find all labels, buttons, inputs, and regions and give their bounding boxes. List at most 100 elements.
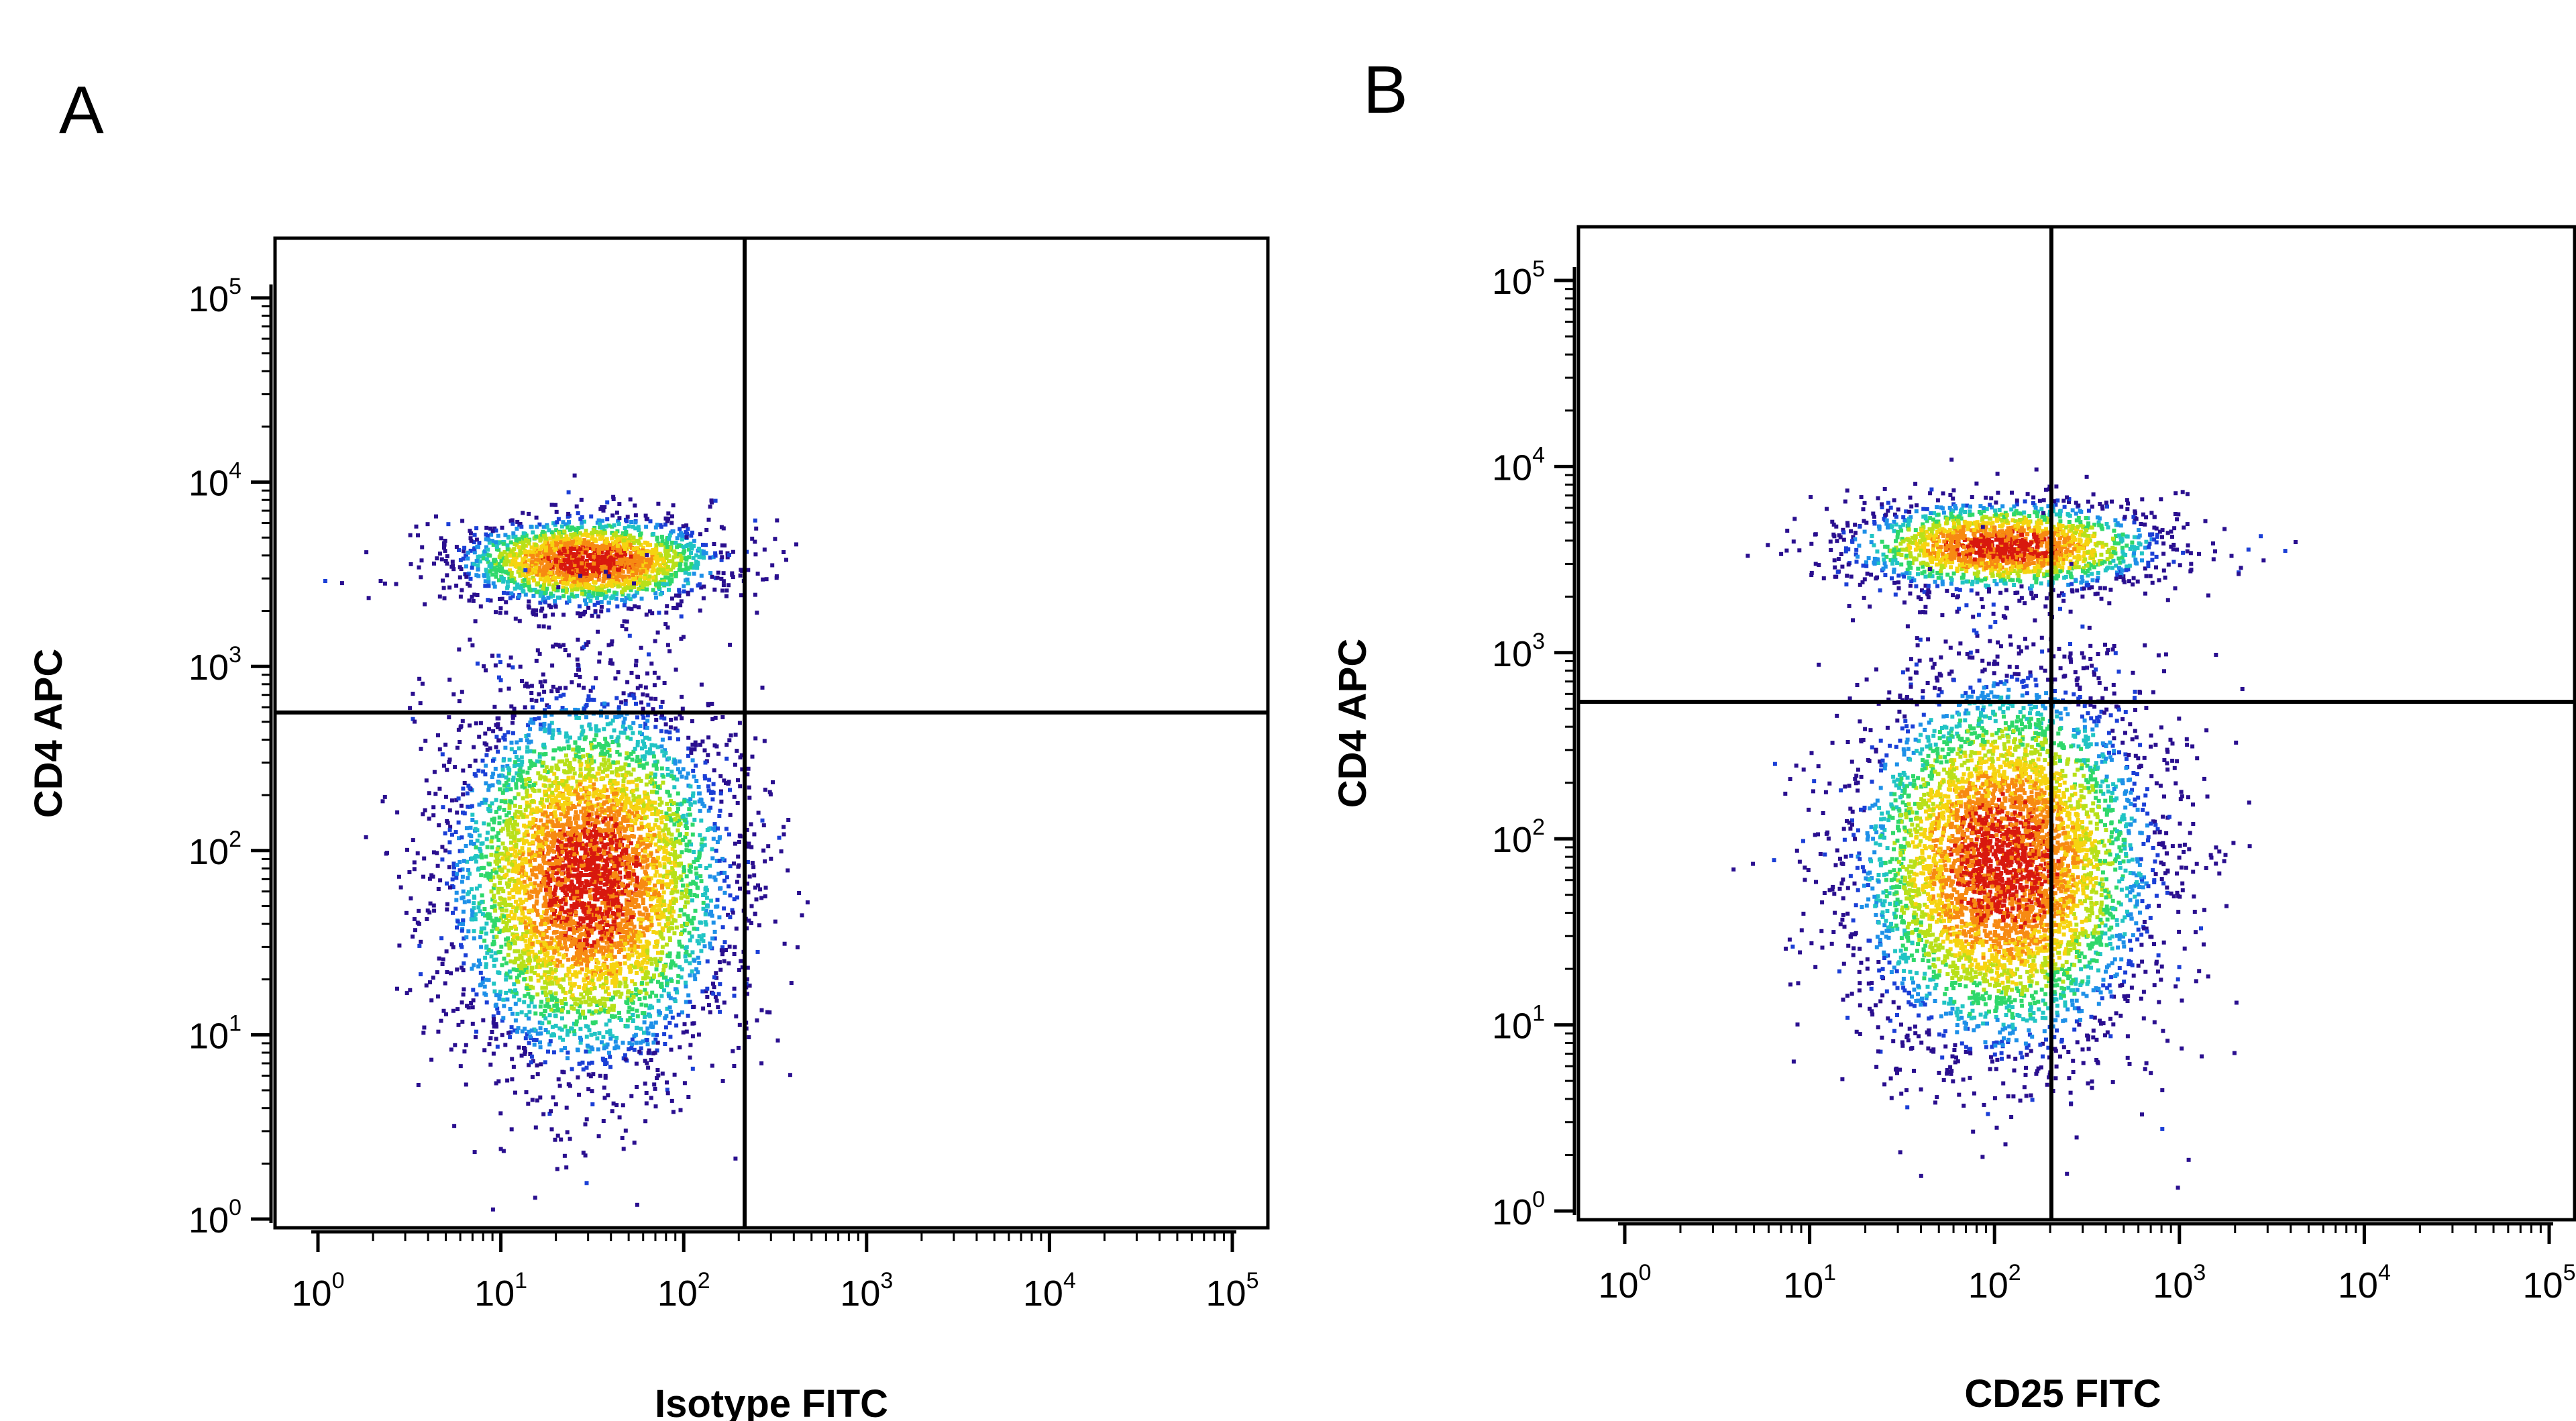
data-point xyxy=(420,545,425,549)
data-point xyxy=(497,865,502,870)
data-point xyxy=(668,965,673,970)
data-point xyxy=(606,765,611,769)
data-point xyxy=(608,556,613,561)
data-point xyxy=(584,1065,589,1070)
data-point xyxy=(522,578,527,582)
data-point xyxy=(659,903,663,908)
data-point xyxy=(674,925,679,930)
data-point xyxy=(528,939,532,944)
data-point xyxy=(753,736,758,741)
data-point xyxy=(466,556,470,561)
data-point xyxy=(602,574,606,578)
data-point xyxy=(529,811,533,816)
data-point xyxy=(632,861,636,866)
data-point xyxy=(641,901,645,905)
data-point xyxy=(468,841,473,846)
data-point xyxy=(530,785,535,790)
data-point xyxy=(460,588,464,592)
data-point xyxy=(551,732,555,737)
data-point xyxy=(515,866,519,871)
data-point xyxy=(539,584,543,589)
data-point xyxy=(629,520,634,524)
data-point xyxy=(427,817,431,821)
data-point xyxy=(590,774,594,778)
data-point xyxy=(584,564,588,569)
data-point xyxy=(534,658,539,663)
data-point xyxy=(535,992,540,997)
data-point xyxy=(614,511,619,515)
data-point xyxy=(543,578,547,582)
data-point xyxy=(529,1000,534,1004)
data-point xyxy=(690,921,694,926)
data-point xyxy=(543,993,548,997)
data-point xyxy=(527,766,532,771)
data-point xyxy=(652,973,656,978)
data-point xyxy=(652,790,657,794)
data-point xyxy=(610,513,615,518)
data-point xyxy=(651,930,656,935)
data-point xyxy=(655,1041,660,1045)
data-point xyxy=(543,841,548,845)
data-point xyxy=(728,788,732,792)
data-point xyxy=(540,607,545,611)
data-point xyxy=(447,678,452,682)
data-point xyxy=(557,911,562,916)
data-point xyxy=(562,1153,567,1158)
data-point xyxy=(541,624,546,629)
data-point xyxy=(578,954,582,959)
data-point xyxy=(502,788,507,792)
data-point xyxy=(623,574,627,579)
data-point xyxy=(601,985,606,990)
data-point xyxy=(611,886,616,891)
data-point xyxy=(608,583,613,587)
data-point xyxy=(574,544,579,549)
data-point xyxy=(558,694,563,698)
data-point xyxy=(532,1043,537,1047)
data-point xyxy=(629,554,633,559)
data-point xyxy=(684,848,689,853)
data-point xyxy=(629,670,634,675)
data-point xyxy=(615,561,620,566)
data-point xyxy=(574,576,579,581)
data-point xyxy=(692,850,696,854)
data-point xyxy=(680,814,685,819)
data-point xyxy=(471,998,476,1003)
data-point xyxy=(640,1011,645,1016)
data-point xyxy=(667,578,672,582)
data-point xyxy=(515,519,520,524)
data-point xyxy=(458,575,462,580)
data-point xyxy=(561,546,566,551)
data-point xyxy=(467,833,472,837)
data-point xyxy=(455,925,459,930)
data-point xyxy=(419,558,424,563)
data-point xyxy=(505,552,510,557)
data-point xyxy=(774,576,779,580)
data-point xyxy=(604,551,608,556)
data-point xyxy=(753,592,757,597)
data-point xyxy=(665,767,670,771)
data-point xyxy=(608,810,613,814)
data-point xyxy=(561,572,566,576)
data-point xyxy=(623,874,628,879)
data-point xyxy=(686,527,690,531)
data-point xyxy=(515,585,520,590)
data-point xyxy=(665,979,669,984)
data-point xyxy=(660,539,665,543)
data-point xyxy=(582,567,586,572)
data-point xyxy=(631,768,636,772)
data-point xyxy=(575,594,580,598)
data-point xyxy=(732,897,737,902)
data-point xyxy=(540,812,545,817)
data-point xyxy=(676,562,680,566)
data-point xyxy=(480,855,484,859)
data-point xyxy=(555,541,559,546)
data-point xyxy=(738,834,743,839)
data-point xyxy=(385,851,389,855)
data-point xyxy=(590,613,594,618)
data-point xyxy=(527,1063,531,1067)
data-point xyxy=(560,963,565,968)
data-point xyxy=(568,562,573,566)
data-point xyxy=(395,986,399,991)
data-point xyxy=(594,863,598,868)
data-point xyxy=(620,598,625,602)
